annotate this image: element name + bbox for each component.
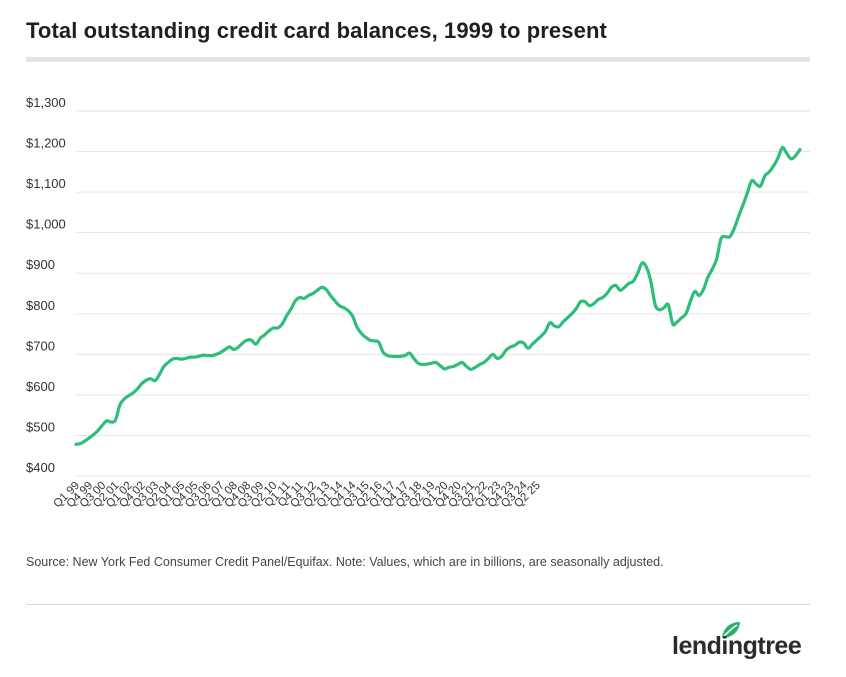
title-divider: [26, 57, 810, 62]
leaf-icon: [722, 622, 740, 638]
y-tick-label: $800: [26, 298, 55, 313]
line-chart: $400 $500 $600 $700 $800 $900 $1,000 $1,100 $1,2…: [26, 95, 810, 510]
y-tick-label: $1,200: [26, 136, 66, 151]
gridlines: [76, 110, 810, 477]
y-tick-label: $900: [26, 257, 55, 272]
chart-title: Total outstanding credit card balances, …: [26, 18, 607, 43]
logo-wordmark: lendingtree: [672, 632, 802, 660]
y-tick-label: $500: [26, 419, 55, 434]
y-tick-label: $1,100: [26, 176, 66, 191]
footer-divider: [26, 604, 810, 605]
y-tick-label: $1,300: [26, 95, 66, 110]
series-line: [74, 145, 802, 446]
y-tick-label: $600: [26, 379, 55, 394]
y-axis-ticks: $400 $500 $600 $700 $800 $900 $1,000 $1,100 $1,2…: [26, 95, 66, 475]
y-tick-label: $1,000: [26, 217, 66, 232]
y-tick-label: $700: [26, 338, 55, 353]
lendingtree-logo: lendingtree: [672, 620, 812, 666]
source-note: Source: New York Fed Consumer Credit Pan…: [26, 555, 664, 569]
y-tick-label: $400: [26, 460, 55, 475]
